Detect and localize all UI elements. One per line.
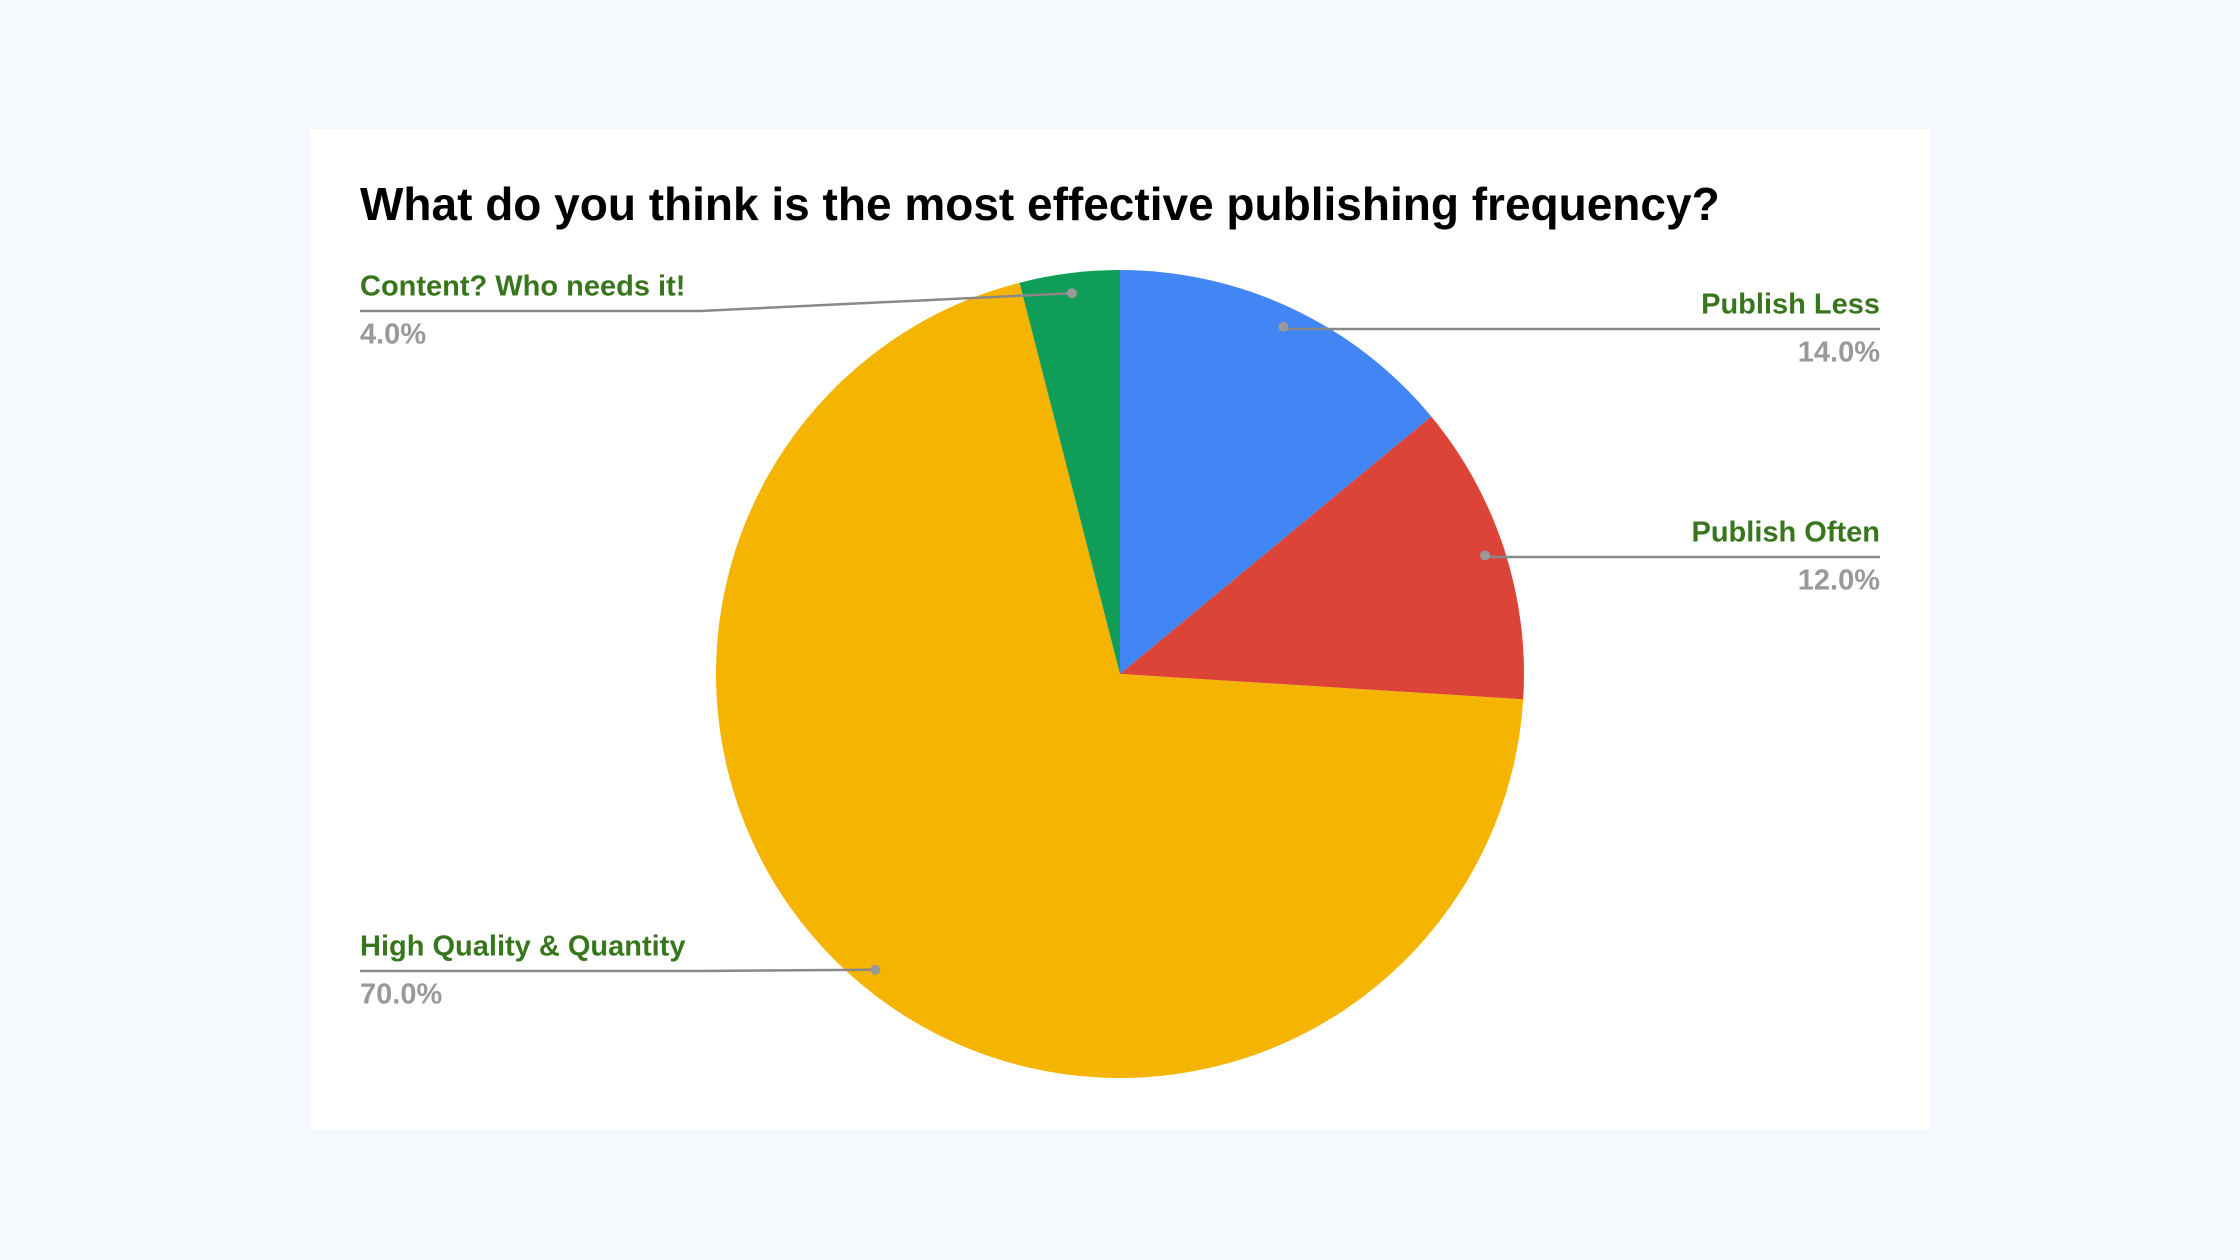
slice-label: Publish Less (1701, 289, 1880, 321)
slice-value-label: 4.0% (360, 319, 426, 351)
pie-slice (715, 282, 1524, 1079)
leader-dot (1278, 321, 1289, 332)
leader-dot (1480, 550, 1491, 561)
slice-label: High Quality & Quantity (360, 931, 685, 963)
slice-label: Content? Who needs it! (360, 271, 685, 303)
pie-slice (1019, 270, 1120, 674)
leader-line (360, 968, 876, 973)
chart-title: What do you think is the most effective … (360, 178, 1720, 230)
slice-value-label: 12.0% (1798, 565, 1880, 597)
leader-dot (870, 964, 881, 975)
slice-value-label: 70.0% (360, 979, 442, 1011)
slice-label: Publish Often (1692, 517, 1881, 549)
leader-dot (1066, 288, 1077, 299)
pie-slice (1120, 416, 1524, 700)
slice-value-label: 14.0% (1798, 337, 1880, 369)
leader-line (360, 291, 1072, 313)
pie-slice (1120, 270, 1432, 674)
